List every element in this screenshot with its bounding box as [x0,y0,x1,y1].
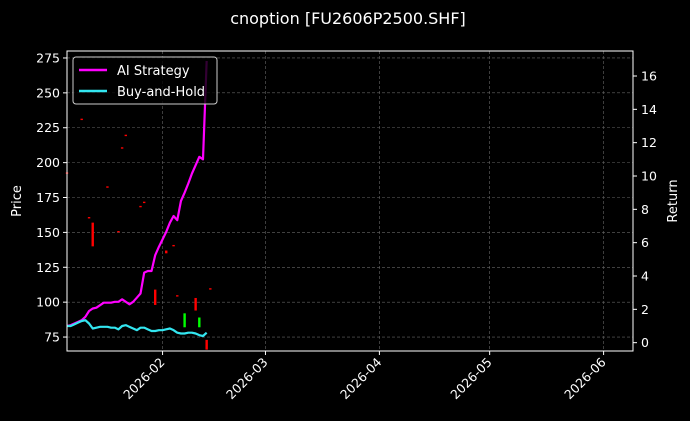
candle [139,205,142,208]
y-tick-label: 125 [36,260,60,275]
y-tick-label: 150 [36,225,60,240]
legend-label-buy-and-hold: Buy-and-Hold [117,85,205,100]
candle [142,201,146,204]
y2-tick-label: 14 [641,102,657,117]
candle [209,288,212,290]
candle [91,222,94,247]
series-line-ai-strategy [66,60,208,328]
candle [154,289,157,305]
candle [172,244,175,247]
y2-tick-label: 2 [641,302,649,317]
candle [205,339,208,350]
grid-lines [67,51,633,351]
candle [176,295,179,297]
y2-tick-label: 12 [641,135,657,150]
candle [106,186,109,188]
y2-tick-label: 16 [641,69,657,84]
return-axis-ticks: 0 2 4 6 8 10 12 14 16 [633,69,657,350]
legend: AI Strategy Buy-and-Hold [72,56,218,105]
y2-tick-label: 8 [641,202,649,217]
y-tick-label: 275 [36,50,60,65]
y2-axis-label: Return [666,179,681,222]
candle [117,231,120,233]
y-tick-label: 225 [36,120,60,135]
candle [124,134,128,137]
y2-tick-label: 0 [641,335,649,350]
price-candles [65,118,212,350]
legend-label-ai-strategy: AI Strategy [117,64,190,79]
legend-box [72,56,218,105]
y-tick-label: 100 [36,295,60,310]
y-tick-label: 250 [36,85,60,100]
y-tick-label: 175 [36,190,60,205]
candle [183,313,186,328]
y2-tick-label: 10 [641,169,657,184]
candle [120,147,124,149]
chart-title: cnoption [FU2606P2500.SHF] [230,9,466,28]
return-lines [66,60,208,338]
candle [165,250,168,254]
y2-tick-label: 4 [641,269,649,284]
candle [87,217,91,219]
series-line-buy-and-hold [67,319,208,338]
price-axis-ticks: 75 100 125 150 175 200 225 250 275 [36,50,67,345]
candle [194,297,197,311]
y-tick-label: 75 [44,330,60,345]
y2-tick-label: 6 [641,235,649,250]
plot-frame [66,50,634,352]
y-axis-label: Price [10,185,25,217]
y-tick-label: 200 [36,155,60,170]
candle [198,317,201,328]
candle [80,118,83,121]
